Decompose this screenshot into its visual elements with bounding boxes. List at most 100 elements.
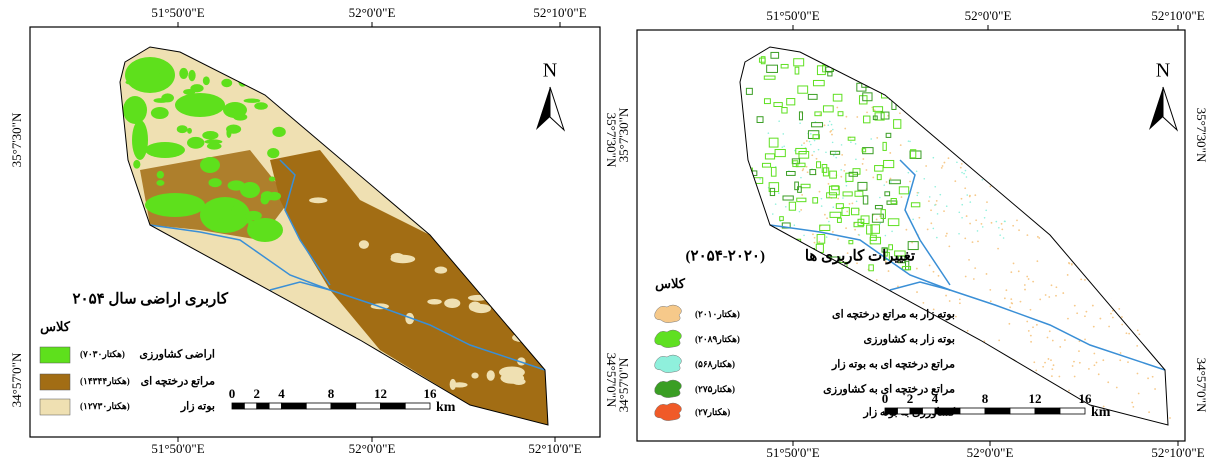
legend-title: تغییرات کاربری ها — [805, 248, 915, 264]
change-pixel — [959, 298, 961, 300]
change-pixel — [876, 137, 878, 139]
change-pixel — [901, 196, 903, 198]
change-pixel — [956, 161, 958, 163]
change-pixel — [1099, 318, 1101, 320]
scale-segment — [935, 408, 960, 414]
change-pixel — [1154, 388, 1156, 390]
coordinate-label: 51°50'0"E — [151, 441, 204, 456]
change-pixel — [803, 235, 805, 237]
change-pixel — [969, 196, 971, 198]
change-pixel — [961, 163, 963, 165]
scale-segment — [885, 408, 898, 414]
change-pixel — [1010, 298, 1012, 300]
change-pixel — [945, 235, 947, 237]
scale-segment — [381, 403, 406, 409]
agriculture-patch — [187, 128, 192, 134]
change-pixel — [879, 223, 881, 225]
change-pixel — [886, 181, 888, 183]
coordinate-label: 52°10'0"E — [1151, 8, 1204, 23]
change-pixel — [1024, 284, 1026, 286]
change-pixel — [972, 241, 974, 243]
scale-segment — [244, 403, 256, 409]
legend-area: (۷۰۳۰هکتار) — [80, 349, 125, 360]
legend-name: مراتع درختچه ای — [141, 376, 216, 388]
shrubland-patch — [450, 379, 456, 390]
change-pixel — [794, 224, 796, 226]
change-pixel — [807, 171, 809, 173]
change-pixel — [856, 201, 858, 203]
change-pixel — [854, 229, 856, 231]
change-pixel — [936, 237, 938, 239]
agriculture-patch — [132, 120, 148, 160]
agriculture-patch — [244, 99, 261, 103]
legend-name: بوته زار به مراتع درختچه ای — [832, 309, 955, 321]
change-pixel — [1058, 376, 1060, 378]
agriculture-patch — [190, 111, 194, 115]
agriculture-patch — [260, 195, 269, 204]
change-pixel — [829, 121, 831, 123]
change-pixel — [1036, 260, 1038, 262]
change-pixel — [908, 172, 910, 174]
change-pixel — [859, 234, 861, 236]
change-pixel — [1138, 393, 1140, 395]
change-pixel — [845, 227, 847, 229]
legend-title: کاربری اراضی سال ۲۰۵۴ — [73, 291, 229, 307]
agriculture-patch — [233, 113, 247, 120]
change-pixel — [801, 144, 803, 146]
change-pixel — [974, 194, 976, 196]
change-pixel — [844, 164, 846, 166]
change-pixel — [1078, 350, 1080, 352]
change-pixel — [1024, 289, 1026, 291]
agriculture-patch — [217, 218, 224, 223]
change-pixel — [1131, 402, 1133, 404]
scale-label: 12 — [374, 386, 387, 401]
change-pixel — [814, 242, 816, 244]
legend-name: بوته زار به کشاورزی — [863, 334, 955, 346]
change-pixel — [964, 237, 966, 239]
change-pixel — [1003, 237, 1005, 239]
agriculture-patch — [156, 180, 164, 186]
change-pixel — [936, 200, 938, 202]
legend-swatch — [655, 355, 682, 373]
change-pixel — [1038, 237, 1040, 239]
change-pixel — [1052, 340, 1054, 342]
coordinate-label: 51°50'0"E — [766, 8, 819, 23]
scale-label: 8 — [982, 391, 989, 406]
change-pixel — [966, 176, 968, 178]
change-pixel — [929, 265, 931, 267]
legend-area: (۲۰۱۰هکتار) — [695, 309, 740, 320]
change-pixel — [891, 231, 893, 233]
change-pixel — [977, 230, 979, 232]
change-pixel — [948, 245, 950, 247]
change-pixel — [1110, 313, 1112, 315]
change-pixel — [851, 202, 853, 204]
scale-label: 2 — [907, 391, 914, 406]
change-pixel — [1028, 278, 1030, 280]
change-pixel — [1067, 318, 1069, 320]
change-pixel — [818, 241, 820, 243]
change-pixel — [1088, 368, 1090, 370]
change-pixel — [759, 178, 761, 180]
legend-swatch — [40, 347, 70, 363]
change-pixel — [945, 295, 947, 297]
agriculture-patch — [200, 157, 220, 173]
change-pixel — [810, 133, 812, 135]
agriculture-patch — [145, 142, 185, 158]
change-pixel — [825, 151, 827, 153]
change-pixel — [803, 142, 805, 144]
change-pixel — [876, 279, 878, 281]
change-pixel — [1074, 376, 1076, 378]
change-pixel — [934, 186, 936, 188]
change-pixel — [1084, 339, 1086, 341]
change-pixel — [1012, 225, 1014, 227]
agriculture-patch — [125, 80, 135, 84]
agriculture-patch — [139, 76, 144, 80]
change-pixel — [1018, 229, 1020, 231]
change-pixel — [982, 226, 984, 228]
change-pixel — [1020, 301, 1022, 303]
change-pixel — [989, 289, 991, 291]
change-pixel — [1068, 390, 1070, 392]
agriculture-patch — [177, 125, 188, 133]
change-pixel — [1138, 333, 1140, 335]
change-pixel — [872, 177, 874, 179]
